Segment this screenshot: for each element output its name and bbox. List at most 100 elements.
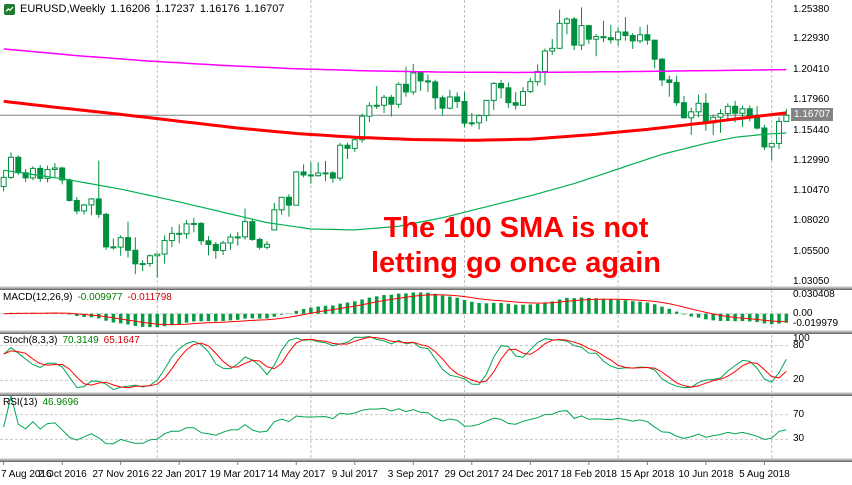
rsi-line: [3, 395, 787, 445]
candle: [351, 137, 358, 152]
candle: [329, 171, 336, 183]
rsi-axis-label: 70: [793, 408, 805, 420]
stoch-axis-label: 80: [793, 339, 805, 351]
macd-axis-label: 0.030408: [793, 289, 835, 300]
candle: [88, 197, 95, 216]
annotation-line-2: letting go once again: [370, 247, 661, 279]
candle: [746, 105, 753, 122]
macd-axis-label: 0.00: [793, 307, 813, 319]
candle: [600, 20, 607, 43]
candle: [337, 142, 344, 181]
candle: [154, 253, 161, 278]
candle: [146, 254, 153, 267]
candle: [585, 24, 592, 44]
candle: [220, 240, 227, 255]
candle: [263, 241, 270, 250]
candle: [644, 24, 651, 45]
candle: [702, 93, 709, 131]
candle: [227, 233, 234, 250]
main-pane-layer: [0, 7, 790, 278]
time-axis-label: 19 Mar 2017: [209, 469, 266, 480]
candle: [0, 169, 7, 192]
candle: [198, 222, 205, 245]
sma-50-line: [3, 132, 787, 231]
candle: [520, 87, 527, 106]
pane-separator-stoch[interactable]: [0, 330, 852, 334]
candle: [176, 224, 183, 244]
time-axis-label: 5 Aug 2018: [739, 469, 790, 480]
time-axis-label: 18 Feb 2018: [560, 469, 617, 480]
candle: [117, 235, 124, 256]
time-axis-label: 7 Aug 2016: [1, 469, 52, 480]
price-axis-label: 1.10470: [793, 185, 830, 197]
price-axis-label: 1.03050: [793, 275, 830, 287]
candle: [242, 208, 249, 240]
candle: [168, 226, 175, 248]
candle: [315, 162, 322, 177]
candle: [768, 142, 775, 161]
candle: [285, 194, 292, 217]
rsi-pane-label: RSI(13) 46.9696: [3, 397, 79, 409]
candle: [300, 164, 307, 178]
candle: [125, 221, 132, 258]
stoch-axis-label: 100: [793, 333, 810, 344]
candle: [66, 178, 73, 202]
candle: [249, 218, 256, 241]
candle: [410, 63, 417, 95]
candle: [629, 33, 636, 49]
candle: [783, 108, 790, 122]
price-axis-label: 1.17960: [793, 93, 830, 105]
time-axis-label: 27 Nov 2016: [92, 469, 150, 480]
pane-separator-rsi[interactable]: [0, 392, 852, 396]
candle: [278, 196, 285, 215]
candle: [512, 91, 519, 110]
ohlc-low: 1.16176: [199, 3, 240, 15]
time-axis-label: 2 Oct 2016: [37, 469, 87, 480]
candle: [534, 64, 541, 86]
time-axis-label: 10 Jun 2018: [678, 469, 734, 480]
pane-separator-macd[interactable]: [0, 286, 852, 290]
stoch-indicator-name: Stoch(8,3,3): [3, 335, 58, 346]
candle: [190, 217, 197, 233]
candle: [234, 231, 241, 246]
macd-indicator-name: MACD(12,26,9): [3, 292, 73, 303]
candle: [666, 75, 673, 97]
candle: [110, 238, 117, 250]
pane-separator-timeaxis[interactable]: [0, 458, 852, 462]
macd-signal-line: [3, 294, 787, 326]
candle: [103, 212, 110, 250]
candle: [468, 112, 475, 127]
candle: [432, 79, 439, 110]
stoch-axis-label: 20: [793, 374, 805, 386]
candle: [132, 237, 139, 275]
candle: [476, 114, 483, 130]
candle: [424, 74, 431, 92]
time-axis-label: 14 May 2017: [267, 469, 326, 480]
candle: [81, 203, 88, 215]
time-axis-label: 15 Apr 2018: [620, 469, 675, 480]
stoch-signal-value: 65.1647: [103, 335, 140, 346]
price-axis-label: 1.15440: [793, 124, 830, 136]
price-axis-label: 1.05500: [793, 245, 830, 257]
candle: [381, 94, 388, 114]
macd-axis-label: -0.019979: [793, 318, 839, 329]
indicator-panes-layer: [0, 292, 790, 445]
candle: [571, 16, 578, 51]
candle: [490, 82, 497, 111]
ohlc-open: 1.16206: [110, 3, 151, 15]
stoch-signal-line: [3, 336, 787, 389]
symbol-icon: [4, 3, 15, 15]
candle: [344, 142, 351, 159]
candle: [271, 202, 278, 231]
price-axis-label: 1.12990: [793, 154, 830, 166]
candle: [563, 17, 570, 35]
candle: [688, 107, 695, 135]
candle: [673, 75, 680, 106]
sma-200-line: [3, 48, 787, 74]
candle: [710, 114, 717, 136]
ohlc-high: 1.17237: [155, 3, 195, 15]
stoch-main-line: [3, 335, 787, 391]
candle: [29, 166, 36, 181]
macd-signal-value: -0.011798: [127, 292, 172, 303]
